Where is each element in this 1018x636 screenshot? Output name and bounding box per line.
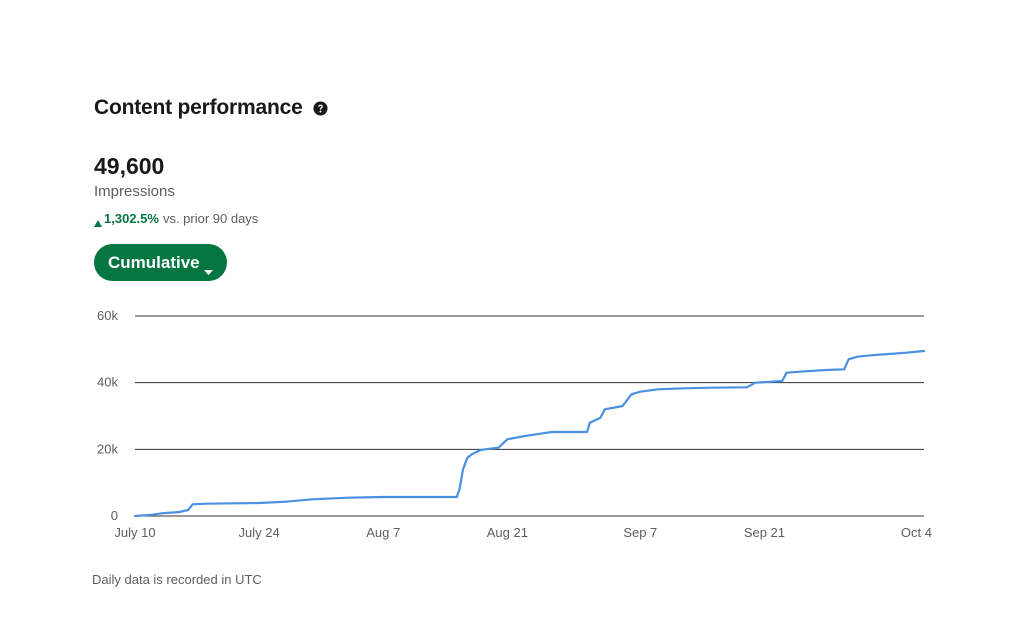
x-tick-label: Sep 21 [744, 525, 785, 540]
footnote: Daily data is recorded in UTC [92, 572, 262, 587]
x-tick-label: Sep 7 [623, 525, 657, 540]
caret-down-icon [203, 260, 213, 275]
x-tick-label: July 24 [239, 525, 280, 540]
question-circle-icon[interactable] [313, 100, 328, 116]
y-tick-label: 0 [111, 508, 118, 523]
impressions-label: Impressions [94, 183, 175, 200]
x-tick-label: Aug 7 [366, 525, 400, 540]
y-tick-label: 40k [97, 375, 118, 390]
y-tick-label: 20k [97, 441, 118, 456]
series-line [133, 349, 926, 518]
x-tick-label: Aug 21 [487, 525, 528, 540]
page-title: Content performance [94, 96, 303, 119]
x-tick-label: July 10 [114, 525, 155, 540]
x-tick-label: Oct 4 [901, 525, 932, 540]
title-row: Content performance [94, 96, 328, 120]
y-tick-label: 60k [97, 308, 118, 323]
impressions-value: 49,600 [94, 153, 165, 179]
triangle-up-icon [94, 215, 102, 227]
cumulative-label: Cumulative [108, 252, 200, 272]
cumulative-dropdown-button[interactable]: Cumulative [94, 244, 227, 281]
change-indicator: 1,302.5% vs. prior 90 days [94, 211, 259, 227]
change-suffix: vs. prior 90 days [162, 211, 259, 226]
change-percent: 1,302.5% [104, 211, 159, 226]
